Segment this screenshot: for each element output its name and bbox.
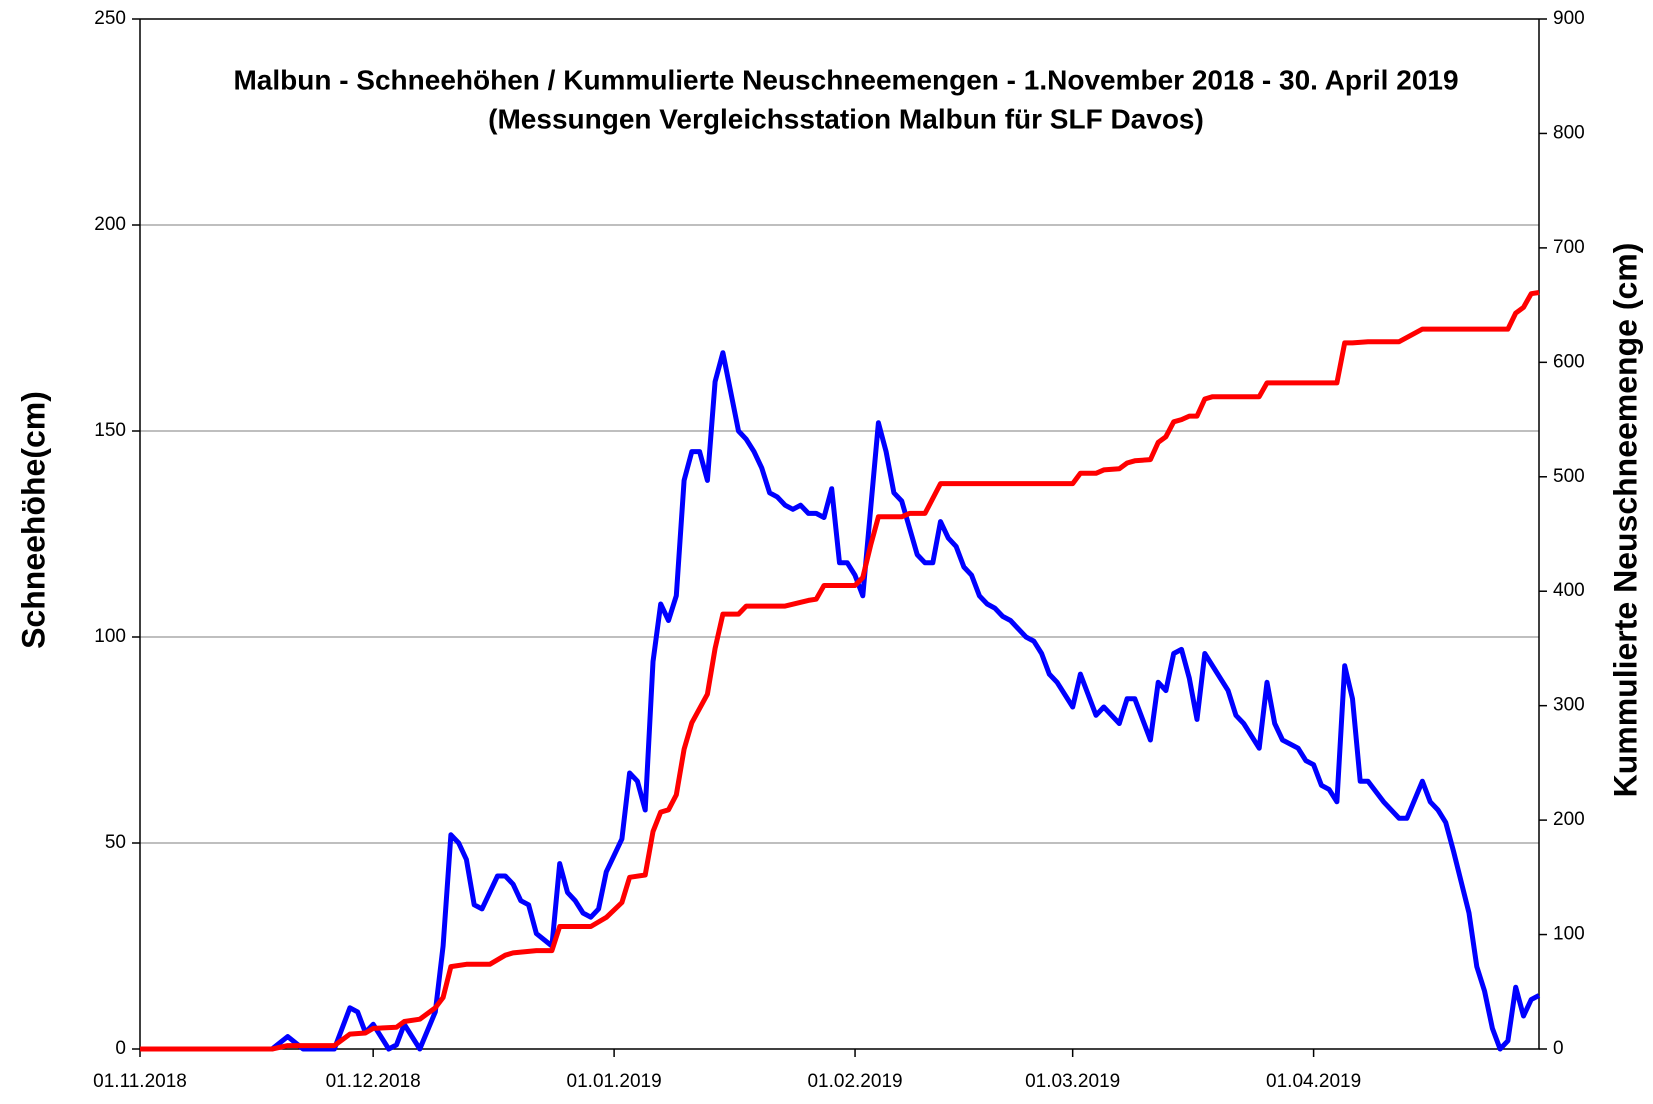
- x-tick-label: 01.01.2019: [567, 1071, 662, 1092]
- chart-title: Malbun - Schneehöhen / Kummulierte Neusc…: [233, 64, 1458, 95]
- y2-tick-label: 100: [1553, 924, 1585, 945]
- y2-axis-title: Kummulierte Neuschneemenge (cm): [1607, 243, 1643, 798]
- y-tick-label: 150: [94, 420, 126, 441]
- y2-tick-label: 500: [1553, 466, 1585, 487]
- y-axis-title: Schneehöhe(cm): [15, 391, 51, 649]
- y2-tick-label: 600: [1553, 351, 1585, 372]
- data-line: [140, 290, 1540, 1052]
- x-tick-label: 01.12.2018: [326, 1071, 421, 1092]
- x-tick-label: 01.04.2019: [1266, 1071, 1361, 1092]
- y2-tick-label: 700: [1553, 237, 1585, 258]
- y2-tick-label: 300: [1553, 695, 1585, 716]
- y-tick-label: 0: [115, 1038, 126, 1059]
- y2-tick-label: 0: [1553, 1038, 1564, 1059]
- y-tick-label: 200: [94, 214, 126, 235]
- data-line: [140, 350, 1541, 1052]
- y2-tick-label: 900: [1553, 8, 1585, 29]
- x-tick-label: 01.11.2018: [93, 1071, 187, 1092]
- x-tick-label: 01.03.2019: [1025, 1071, 1120, 1092]
- chart-subtitle: (Messungen Vergleichsstation Malbun für …: [488, 103, 1204, 134]
- y-tick-label: 100: [94, 626, 126, 647]
- y2-tick-label: 800: [1553, 122, 1585, 143]
- y2-tick-label: 400: [1553, 580, 1585, 601]
- y-tick-label: 50: [105, 832, 126, 853]
- x-tick-label: 01.02.2019: [807, 1071, 902, 1092]
- y-tick-label: 250: [94, 8, 126, 29]
- y2-tick-label: 200: [1553, 809, 1585, 830]
- plot-frame: [139, 18, 1540, 1050]
